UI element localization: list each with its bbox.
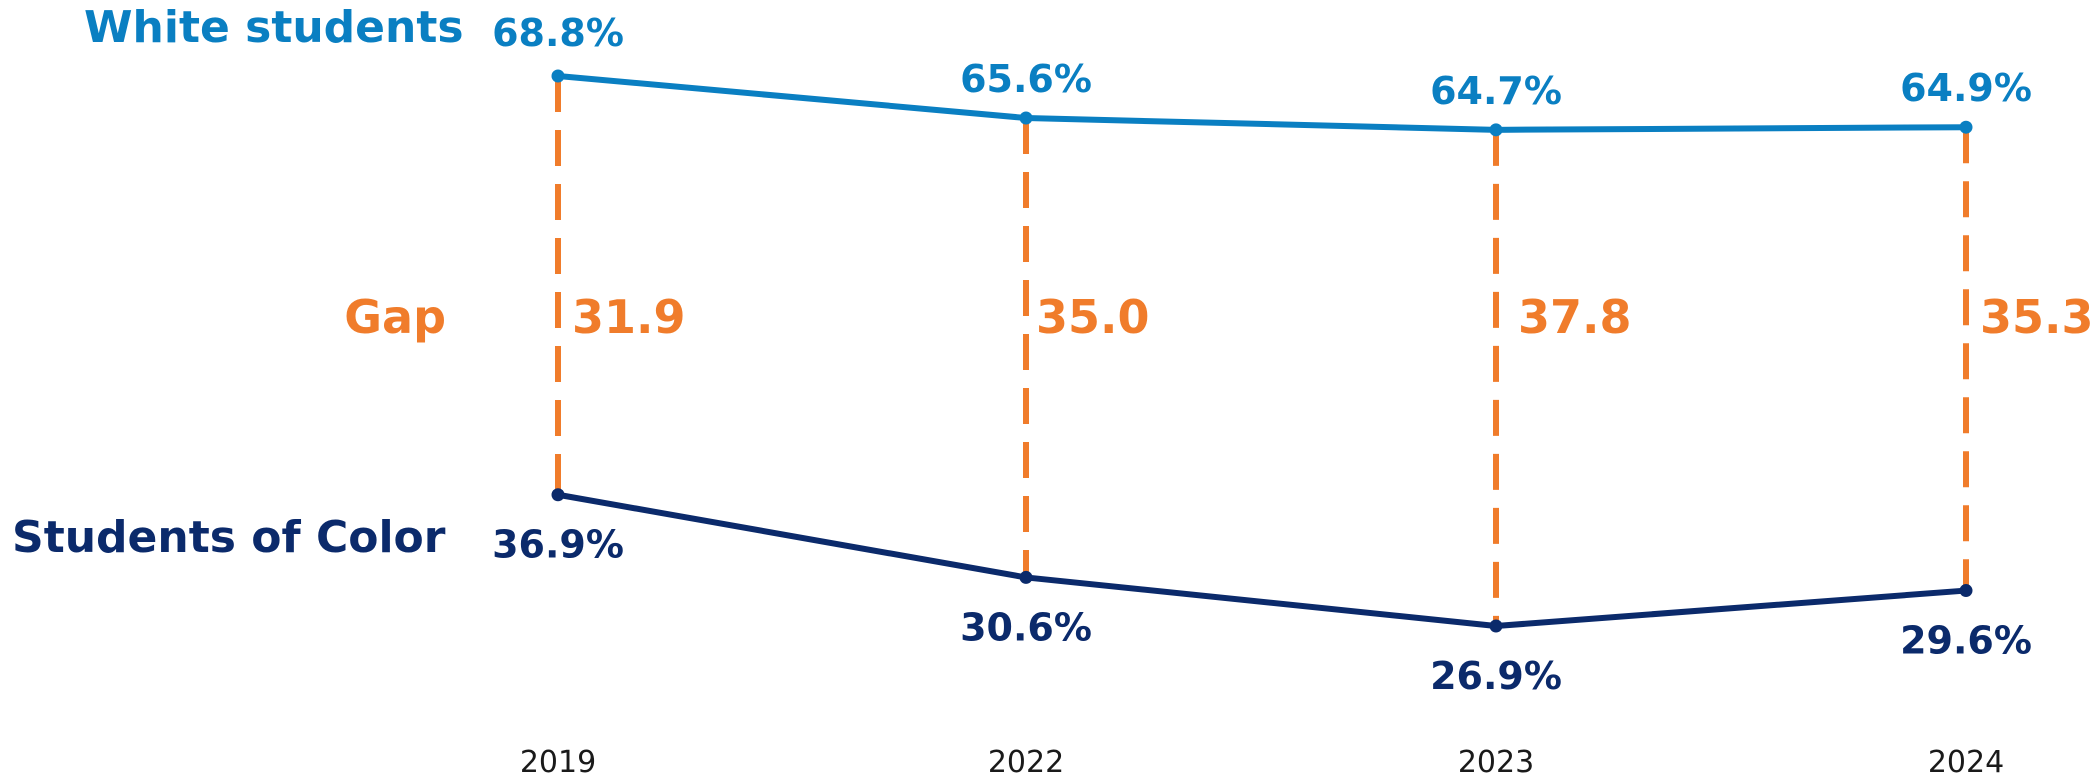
labels-layer: 68.8% 65.6% 64.7% 64.9% 36.9% 30.6% 26.9% 29.6%… <box>12 2 2093 698</box>
students-of-color-value-2024: 29.6% <box>1900 619 2032 663</box>
students-of-color-line <box>555 491 1969 629</box>
white-students-point-2022 <box>1019 111 1033 125</box>
x-tick-label-2019: 2019 <box>520 745 596 778</box>
white-students-label: White students <box>84 2 464 53</box>
gap-value-2019: 31.9 <box>572 290 686 344</box>
gap-value-2023: 37.8 <box>1518 290 1632 344</box>
white-students-value-2022: 65.6% <box>960 57 1092 101</box>
students-of-color-value-2023: 26.9% <box>1430 654 1562 698</box>
students-of-color-point-2019 <box>551 488 565 502</box>
gap-lines-layer <box>555 76 1969 626</box>
students-of-color-point-2024 <box>1959 584 1973 598</box>
white-students-point-2019 <box>551 69 565 83</box>
x-tick-label-2023: 2023 <box>1458 745 1534 778</box>
students-of-color-point-2022 <box>1019 570 1033 584</box>
white-students-value-2019: 68.8% <box>492 11 624 55</box>
students-of-color-value-2022: 30.6% <box>960 605 1092 649</box>
gap-value-2024: 35.3 <box>1980 290 2093 344</box>
white-students-line <box>555 73 1969 133</box>
students-of-color-value-2019: 36.9% <box>492 523 624 567</box>
series-lines-layer <box>551 69 1973 633</box>
white-students-value-2023: 64.7% <box>1430 69 1562 113</box>
x-tick-label-2022: 2022 <box>988 745 1064 778</box>
white-students-value-2024: 64.9% <box>1900 66 2032 110</box>
students-of-color-label: Students of Color <box>12 512 446 563</box>
white-students-point-2024 <box>1959 120 1973 134</box>
gap-label: Gap <box>344 290 446 344</box>
white-students-point-2023 <box>1489 123 1503 137</box>
gap-value-2022: 35.0 <box>1036 290 1150 344</box>
students-of-color-point-2023 <box>1489 619 1503 633</box>
x-axis: 2019 2022 2023 2024 <box>520 745 2004 778</box>
x-tick-label-2024: 2024 <box>1928 745 2004 778</box>
